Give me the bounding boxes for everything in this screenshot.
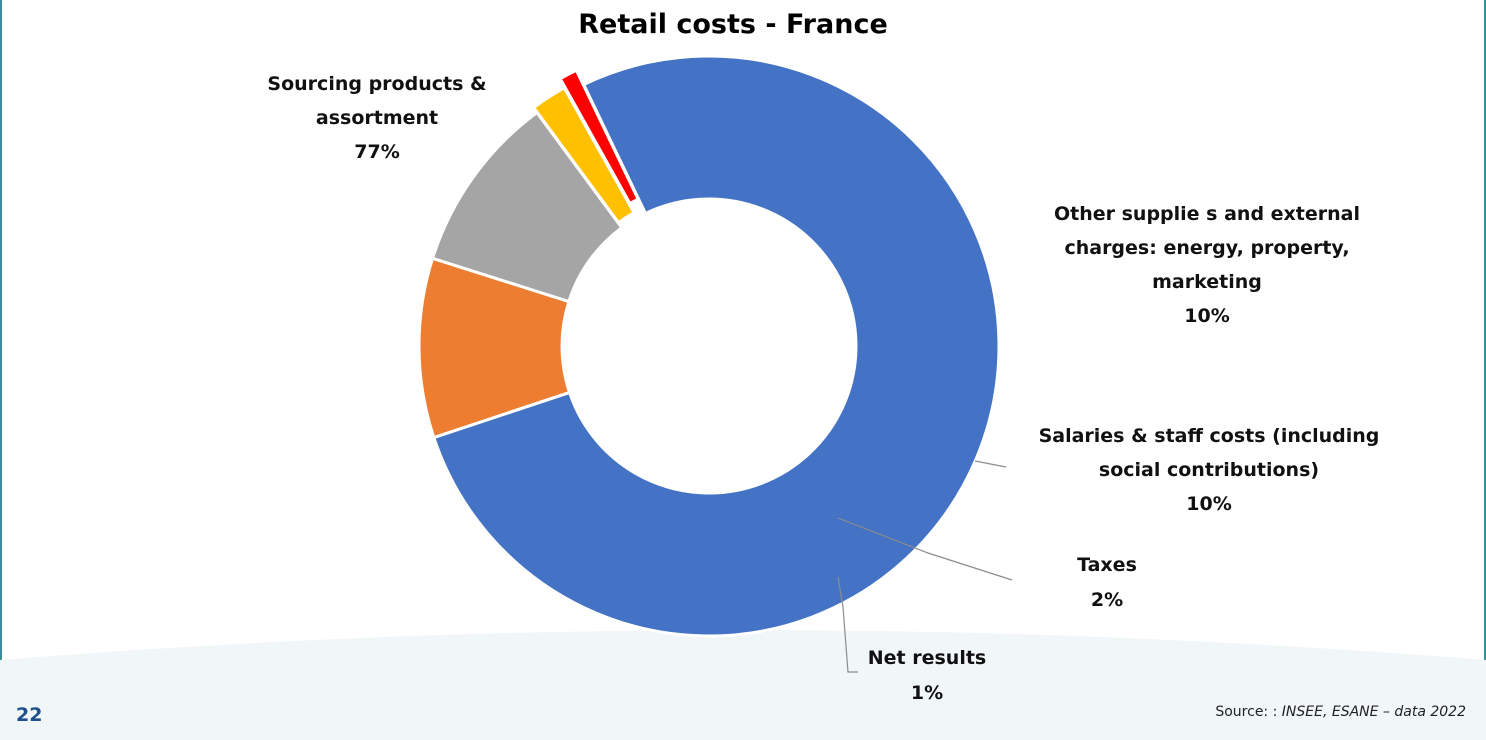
page-number: 22 [16, 704, 43, 726]
source-detail: INSEE, ESANE – data 2022 [1281, 704, 1466, 720]
slice-label-line: Salaries & staff costs (including [1039, 425, 1380, 447]
slide-frame-right-edge [1484, 0, 1486, 740]
leader-line-taxes [837, 517, 1013, 581]
source-prefix: Source: : [1215, 704, 1282, 720]
slice-label-taxes: Taxes 2% [1077, 554, 1137, 611]
slice-taxes [531, 85, 637, 225]
slice-value-label: 77% [354, 141, 399, 163]
slices-layer [417, 54, 1001, 638]
leader-line-net-results [837, 576, 858, 673]
chart-title: Retail costs - France [578, 9, 888, 40]
slice-label-line: Net results [868, 647, 986, 669]
source-note: Source: : INSEE, ESANE – data 2022 [1215, 704, 1466, 720]
slice-value-label: 1% [911, 682, 943, 704]
slice-net-results [558, 68, 641, 206]
slice-label-line: social contributions) [1099, 459, 1319, 481]
slice-label-line: Taxes [1077, 554, 1137, 576]
slice-value-label: 2% [1091, 589, 1123, 611]
slice-sourcing-products [431, 54, 1001, 638]
slice-label-sourcing-products: Sourcing products & assortment 77% [267, 73, 486, 163]
slice-labels-layer: Sourcing products & assortment 77% Other su… [267, 73, 1379, 704]
slice-value-label: 10% [1184, 305, 1229, 327]
leader-lines-layer [837, 460, 1013, 673]
slice-label-salaries-staff-costs: Salaries & staff costs (including social … [1039, 425, 1380, 515]
slice-label-line: marketing [1152, 271, 1262, 293]
slice-label-line: Sourcing products & [267, 73, 486, 95]
leader-line-salaries [974, 460, 1007, 468]
slice-label-line: charges: energy, property, [1064, 237, 1349, 259]
slice-label-line: assortment [316, 107, 438, 129]
slice-label-line: Other supplie s and external [1054, 203, 1360, 225]
slice-value-label: 10% [1186, 493, 1231, 515]
slice-label-net-results: Net results 1% [868, 647, 986, 704]
slice-label-other-supplies: Other supplie s and external charges: ene… [1054, 203, 1360, 327]
slide-frame-left-edge [0, 0, 2, 740]
background-band [0, 630, 1486, 740]
